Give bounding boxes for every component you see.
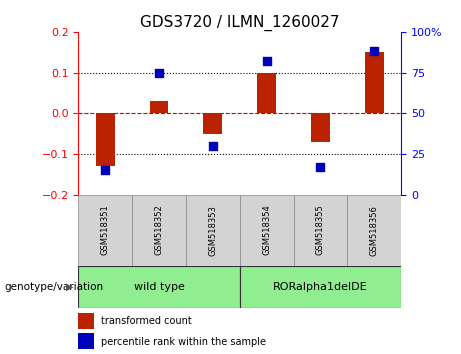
Bar bbox=[78, 333, 94, 349]
Bar bbox=[186, 195, 240, 266]
Text: RORalpha1delDE: RORalpha1delDE bbox=[273, 282, 368, 292]
Bar bbox=[240, 195, 294, 266]
Bar bbox=[257, 73, 276, 113]
Text: GSM518351: GSM518351 bbox=[101, 205, 110, 256]
Text: genotype/variation: genotype/variation bbox=[5, 282, 104, 292]
Bar bbox=[96, 113, 115, 166]
Point bbox=[101, 167, 109, 173]
Text: GSM518356: GSM518356 bbox=[370, 205, 378, 256]
Title: GDS3720 / ILMN_1260027: GDS3720 / ILMN_1260027 bbox=[140, 14, 339, 30]
Text: GSM518353: GSM518353 bbox=[208, 205, 217, 256]
Bar bbox=[311, 113, 330, 142]
Bar bbox=[365, 52, 384, 113]
Point bbox=[209, 143, 217, 149]
Bar bbox=[150, 101, 168, 113]
Text: GSM518352: GSM518352 bbox=[154, 205, 164, 256]
Text: ▶: ▶ bbox=[66, 282, 74, 292]
Text: percentile rank within the sample: percentile rank within the sample bbox=[101, 337, 266, 347]
Text: GSM518355: GSM518355 bbox=[316, 205, 325, 256]
Bar bbox=[78, 313, 94, 329]
Bar bbox=[132, 195, 186, 266]
Point bbox=[263, 58, 270, 64]
Bar bbox=[347, 195, 401, 266]
Point bbox=[371, 48, 378, 54]
Text: transformed count: transformed count bbox=[101, 316, 192, 326]
Point bbox=[317, 164, 324, 170]
Text: wild type: wild type bbox=[134, 282, 184, 292]
Bar bbox=[78, 195, 132, 266]
Text: GSM518354: GSM518354 bbox=[262, 205, 271, 256]
Bar bbox=[203, 113, 222, 133]
Bar bbox=[78, 266, 240, 308]
Bar bbox=[294, 195, 347, 266]
Point bbox=[155, 70, 163, 75]
Bar bbox=[240, 266, 401, 308]
